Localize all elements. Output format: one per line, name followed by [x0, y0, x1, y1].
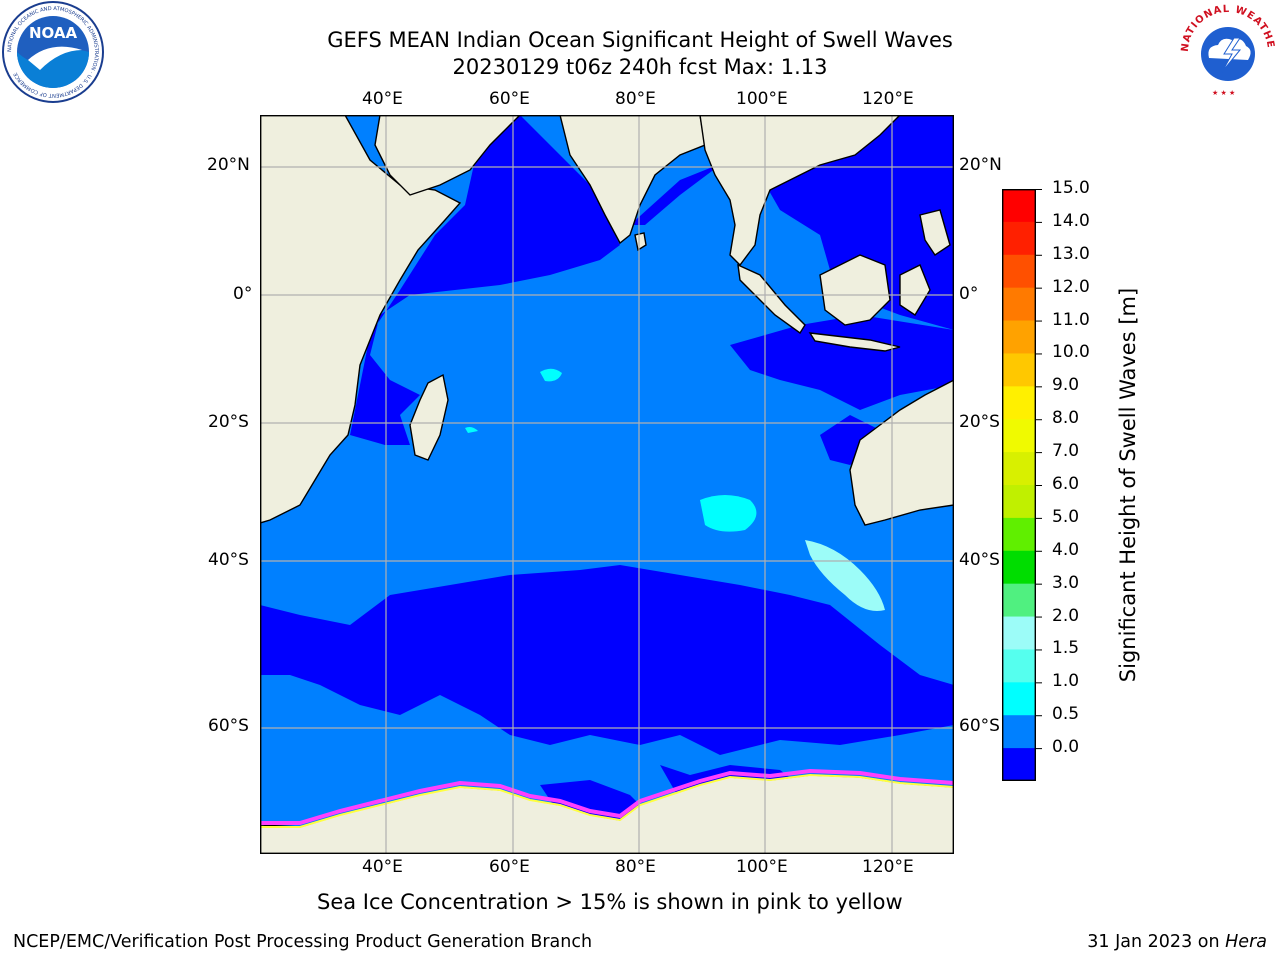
lon-tick-bottom: 80°E	[615, 857, 656, 877]
colorbar-segment	[1002, 583, 1036, 618]
colorbar	[1002, 189, 1036, 781]
lat-tick-right: 40°S	[959, 550, 1000, 570]
colorbar-segment	[1002, 419, 1036, 453]
swell-wave-map	[260, 115, 954, 854]
lat-tick-left: 20°S	[208, 412, 249, 432]
lat-tick-right: 0°	[959, 284, 979, 304]
colorbar-segment	[1002, 715, 1036, 749]
map-frame	[260, 115, 954, 854]
colorbar-segment	[1002, 254, 1036, 289]
sea-ice-caption: Sea Ice Concentration > 15% is shown in …	[317, 890, 903, 914]
lat-tick-right: 20°S	[959, 412, 1000, 432]
footer-machine: Hera	[1225, 932, 1267, 952]
colorbar-tick-label: 5.0	[1052, 506, 1080, 527]
footer-organization: NCEP/EMC/Verification Post Processing Pr…	[13, 932, 593, 952]
colorbar-tick-label: 6.0	[1052, 474, 1080, 494]
colorbar-segment	[1002, 320, 1036, 354]
footer-date: 31 Jan 2023 on Hera	[1087, 932, 1267, 952]
lat-tick-left: 40°S	[208, 550, 249, 570]
colorbar-tick-label: 0.0	[1052, 737, 1080, 758]
colorbar-tick-label: 0.5	[1052, 704, 1080, 725]
svg-text:NOAA: NOAA	[29, 24, 78, 42]
lat-tick-right: 60°S	[959, 716, 1000, 736]
lon-tick-bottom: 60°E	[489, 857, 530, 877]
colorbar-segment	[1002, 517, 1036, 552]
colorbar-tick-label: 13.0	[1052, 243, 1090, 264]
colorbar-segment	[1002, 748, 1036, 781]
lon-tick-top: 100°E	[736, 89, 788, 109]
lat-tick-right: 20°N	[959, 155, 1002, 175]
colorbar-tick-label: 4.0	[1052, 539, 1080, 560]
colorbar-tick-label: 8.0	[1052, 408, 1080, 429]
colorbar-tick-label: 10.0	[1052, 342, 1090, 363]
colorbar-tick-label: 14.0	[1052, 210, 1090, 231]
lon-tick-bottom: 120°E	[862, 857, 914, 877]
colorbar-segment	[1002, 485, 1036, 519]
colorbar-tick-label: 7.0	[1052, 441, 1080, 462]
colorbar-tick-label: 15.0	[1052, 178, 1090, 198]
colorbar-segment	[1002, 221, 1036, 256]
nws-logo-icon: NATIONAL WEATHER SERVICE ★ ★ ★	[1176, 0, 1275, 97]
colorbar-segment	[1002, 616, 1036, 650]
colorbar-label: Significant Height of Swell Waves [m]	[1116, 287, 1140, 683]
sea-ice-edge	[260, 768, 954, 825]
lon-tick-top: 40°E	[362, 89, 403, 109]
land	[260, 115, 954, 854]
colorbar-segment	[1002, 649, 1036, 683]
noaa-logo-icon: NATIONAL OCEANIC AND ATMOSPHERIC ADMINIS…	[2, 1, 104, 103]
colorbar-segment	[1002, 386, 1036, 420]
lat-tick-left: 20°N	[207, 155, 250, 175]
colorbar-segment	[1002, 550, 1036, 585]
colorbar-segment	[1002, 287, 1036, 322]
colorbar-tick-label: 2.0	[1052, 605, 1080, 626]
colorbar-tick-label: 11.0	[1052, 309, 1090, 330]
colorbar-segment	[1002, 189, 1036, 223]
colorbar-segment	[1002, 682, 1036, 716]
colorbar-segment	[1002, 353, 1036, 387]
chart-title: GEFS MEAN Indian Ocean Significant Heigh…	[327, 28, 953, 52]
lat-tick-left: 0°	[233, 284, 253, 304]
colorbar-tick-label: 12.0	[1052, 276, 1090, 297]
lon-tick-bottom: 100°E	[736, 857, 788, 877]
ocean-swell-1.0-1.5	[465, 368, 757, 532]
lon-tick-top: 120°E	[862, 89, 914, 109]
map-gridlines	[260, 115, 954, 854]
colorbar-tick-label: 3.0	[1052, 572, 1080, 593]
lon-tick-top: 80°E	[615, 89, 656, 109]
sea-ice-core	[260, 773, 954, 828]
lon-tick-bottom: 40°E	[362, 857, 403, 877]
colorbar-tick-label: 1.0	[1052, 671, 1080, 692]
svg-text:★ ★ ★: ★ ★ ★	[1212, 89, 1235, 97]
chart-subtitle: 20230129 t06z 240h fcst Max: 1.13	[452, 55, 828, 79]
colorbar-ticks	[1036, 189, 1042, 750]
lon-tick-top: 60°E	[489, 89, 530, 109]
lat-tick-left: 60°S	[208, 716, 249, 736]
footer-date-text: 31 Jan 2023 on	[1087, 932, 1226, 952]
colorbar-tick-label: 1.5	[1052, 638, 1080, 659]
ocean-swell-2.0-3.0	[805, 540, 885, 611]
colorbar-tick-label: 9.0	[1052, 375, 1080, 396]
colorbar-segment	[1002, 452, 1036, 486]
